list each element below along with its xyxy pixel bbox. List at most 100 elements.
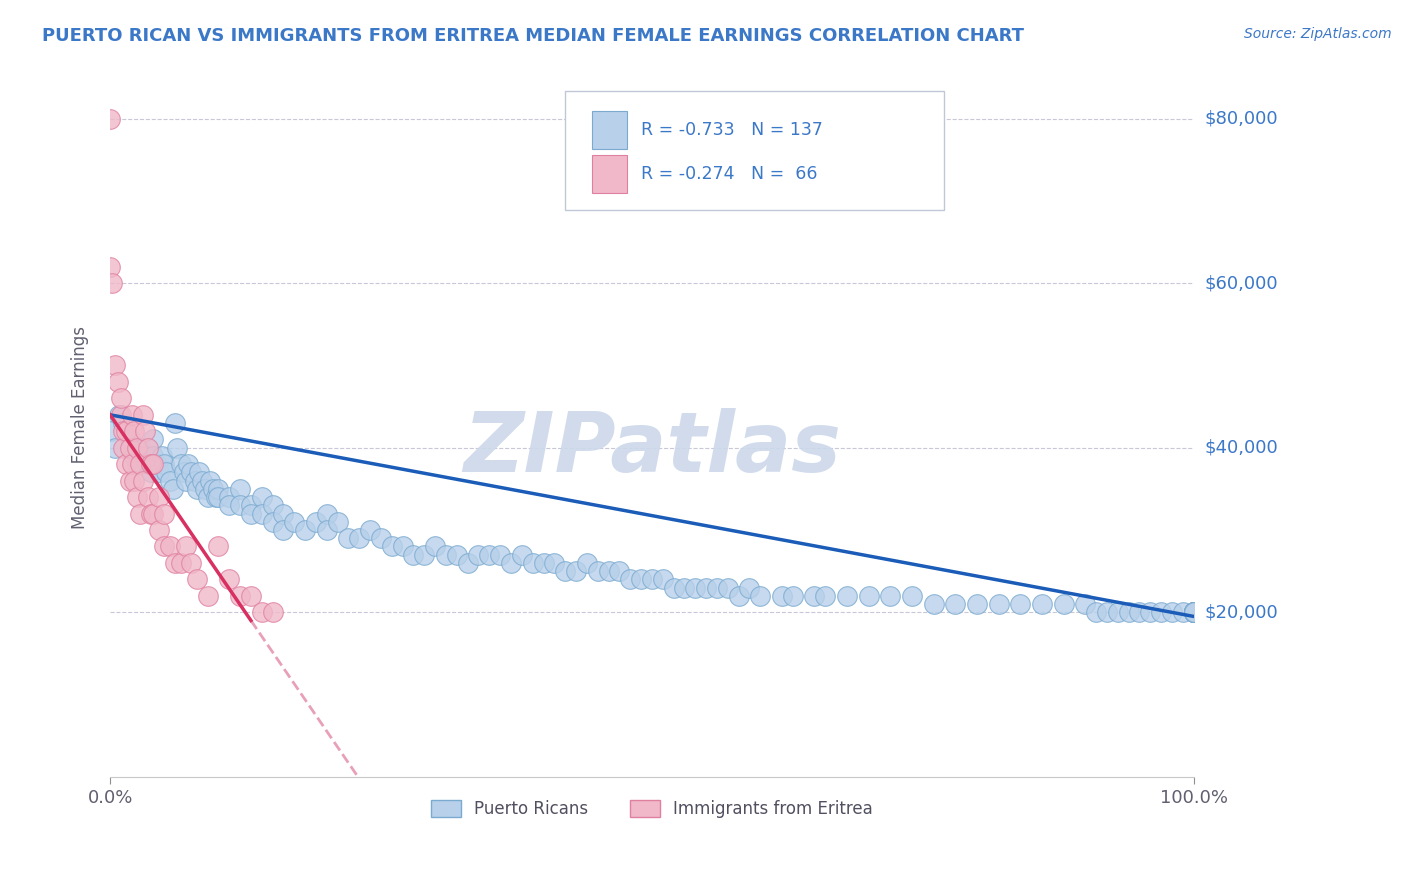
Point <box>153 507 176 521</box>
Point <box>150 449 173 463</box>
Point <box>1128 605 1150 619</box>
Point <box>104 359 127 373</box>
Point <box>858 589 880 603</box>
Point <box>153 540 176 554</box>
Point <box>423 540 446 554</box>
Point <box>273 507 295 521</box>
Point <box>727 589 749 603</box>
Point <box>738 581 761 595</box>
Point <box>177 457 200 471</box>
Point <box>148 466 170 480</box>
Point <box>901 589 924 603</box>
Point <box>250 490 273 504</box>
Point <box>565 564 588 578</box>
Point <box>922 597 945 611</box>
Point <box>110 408 132 422</box>
Point <box>141 466 163 480</box>
Point <box>1182 605 1205 619</box>
Point <box>166 441 188 455</box>
Point <box>174 540 197 554</box>
Point <box>381 540 404 554</box>
Point <box>1095 605 1118 619</box>
Point <box>218 499 240 513</box>
Point <box>197 490 219 504</box>
Point <box>202 482 225 496</box>
Point <box>662 581 685 595</box>
Point <box>134 424 156 438</box>
Point <box>104 441 127 455</box>
Point <box>262 515 284 529</box>
Point <box>136 490 159 504</box>
Point <box>112 424 135 438</box>
Point <box>142 433 165 447</box>
Point <box>283 515 305 529</box>
Point <box>1074 597 1097 611</box>
Point <box>142 507 165 521</box>
Point <box>803 589 825 603</box>
Point <box>122 424 145 438</box>
Point <box>197 589 219 603</box>
Point <box>879 589 901 603</box>
Point <box>1182 605 1205 619</box>
Point <box>115 457 138 471</box>
Point <box>586 564 609 578</box>
Point <box>630 573 652 587</box>
Point <box>142 449 165 463</box>
Point <box>835 589 858 603</box>
Point <box>467 548 489 562</box>
Point <box>141 507 163 521</box>
Point <box>121 408 143 422</box>
Point <box>1139 605 1161 619</box>
Point <box>1182 605 1205 619</box>
Point <box>207 482 229 496</box>
Point <box>239 589 262 603</box>
Point <box>250 605 273 619</box>
Point <box>1031 597 1053 611</box>
Point <box>641 573 664 587</box>
Point <box>1182 605 1205 619</box>
Point <box>1171 605 1194 619</box>
Point <box>391 540 413 554</box>
Point <box>619 573 641 587</box>
Point <box>1010 597 1032 611</box>
Point <box>273 523 295 537</box>
Point <box>1182 605 1205 619</box>
Point <box>218 573 240 587</box>
Point <box>510 548 533 562</box>
Point <box>187 466 209 480</box>
Point <box>1182 605 1205 619</box>
Point <box>359 523 381 537</box>
Point <box>349 531 371 545</box>
Point <box>966 597 988 611</box>
Point <box>413 548 436 562</box>
Point <box>683 581 706 595</box>
Text: R = -0.274   N =  66: R = -0.274 N = 66 <box>641 165 817 183</box>
Y-axis label: Median Female Earnings: Median Female Earnings <box>72 326 89 529</box>
Point <box>814 589 837 603</box>
Point <box>554 564 576 578</box>
Point <box>131 474 153 488</box>
Point <box>1182 605 1205 619</box>
Point <box>1182 605 1205 619</box>
FancyBboxPatch shape <box>565 91 945 211</box>
Point <box>1052 597 1074 611</box>
Point <box>127 441 149 455</box>
Point <box>207 540 229 554</box>
Point <box>180 556 202 570</box>
Point <box>173 466 195 480</box>
Point <box>122 474 145 488</box>
Point <box>129 441 152 455</box>
Point <box>1150 605 1173 619</box>
Point <box>717 581 740 595</box>
Point <box>112 441 135 455</box>
Point <box>262 605 284 619</box>
Point <box>118 474 141 488</box>
Point <box>239 507 262 521</box>
Point <box>1182 605 1205 619</box>
Point <box>522 556 544 570</box>
Point <box>186 573 208 587</box>
Point <box>107 408 129 422</box>
Point <box>98 424 121 438</box>
Point <box>229 589 252 603</box>
Point <box>229 499 252 513</box>
